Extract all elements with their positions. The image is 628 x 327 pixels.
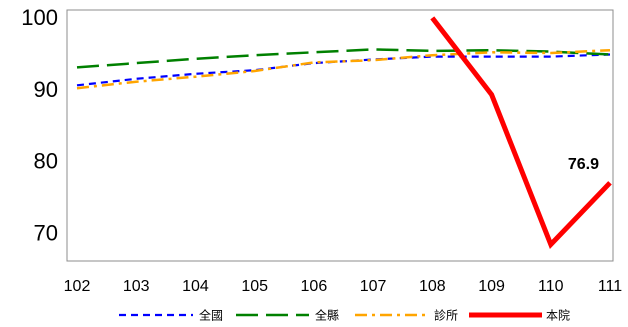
legend-label: 全縣 xyxy=(315,308,339,323)
legend-label: 全國 xyxy=(199,308,223,323)
y-tick-label: 70 xyxy=(34,220,58,245)
y-tick-label: 80 xyxy=(34,149,58,174)
x-tick-label: 103 xyxy=(123,278,150,295)
y-tick-label: 100 xyxy=(21,5,58,30)
y-tick-label: 90 xyxy=(34,77,58,102)
x-tick-label: 106 xyxy=(301,278,328,295)
x-tick-label: 109 xyxy=(478,278,505,295)
plot-area-border xyxy=(66,9,614,262)
x-tick-label: 108 xyxy=(419,278,446,295)
series-line-3 xyxy=(430,16,612,250)
legend: 全國 全縣 診所 本院 xyxy=(119,308,570,323)
data-labels: 76.9 xyxy=(568,156,599,173)
x-tick-label: 111 xyxy=(598,278,622,295)
x-tick-label: 105 xyxy=(241,278,268,295)
legend-label: 診所 xyxy=(434,308,458,323)
series-line-2 xyxy=(76,48,611,90)
x-tick-label: 102 xyxy=(64,278,91,295)
x-axis-tick-labels: 102 103 104 105 106 107 108 109 110 111 xyxy=(64,278,623,295)
x-tick-label: 104 xyxy=(182,278,209,295)
x-tick-label: 107 xyxy=(360,278,387,295)
data-label: 76.9 xyxy=(568,156,599,173)
series-lines xyxy=(76,16,612,250)
x-tick-label: 110 xyxy=(538,278,564,295)
y-axis-tick-labels: 100 90 80 70 xyxy=(21,5,58,245)
legend-label: 本院 xyxy=(546,309,570,323)
